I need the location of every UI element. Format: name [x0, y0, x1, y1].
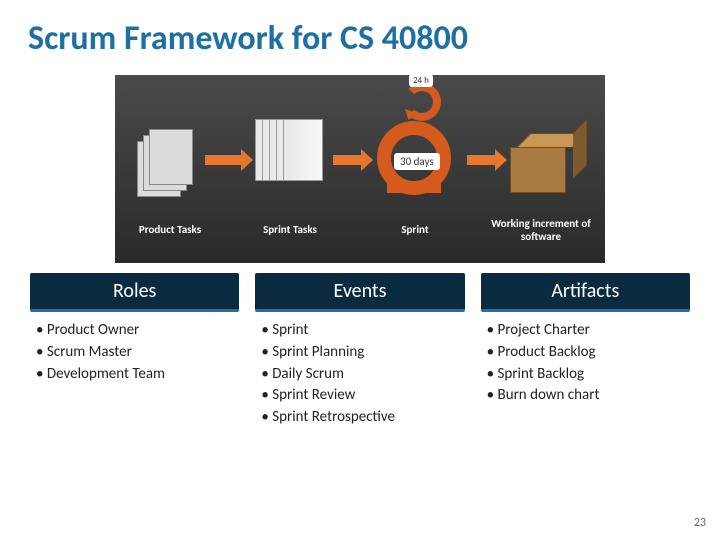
- daily-loop-icon: [403, 83, 441, 121]
- loop-30d-label: 30 days: [394, 153, 440, 170]
- list-item: Sprint Planning: [261, 342, 460, 364]
- loop-24h-label: 24 h: [409, 74, 433, 87]
- events-column: Events Sprint Sprint Planning Daily Scru…: [255, 273, 464, 429]
- column-header: Artifacts: [481, 273, 690, 312]
- column-header: Events: [255, 273, 464, 312]
- arrow-icon: [205, 155, 241, 165]
- arrow-icon: [333, 155, 361, 165]
- list-item: Product Owner: [36, 320, 235, 342]
- diagram-label: Working increment of software: [485, 217, 597, 243]
- artifacts-column: Artifacts Project Charter Product Backlo…: [481, 273, 690, 429]
- diagram-label: Sprint: [385, 223, 445, 236]
- list-item: Development Team: [36, 364, 235, 386]
- list-item: Scrum Master: [36, 342, 235, 364]
- list-item: Burn down chart: [487, 385, 686, 407]
- column-header: Roles: [30, 273, 239, 312]
- columns-container: Roles Product Owner Scrum Master Develop…: [0, 263, 720, 429]
- increment-box-icon: [510, 133, 573, 193]
- list-item: Sprint Review: [261, 385, 460, 407]
- events-list: Sprint Sprint Planning Daily Scrum Sprin…: [255, 312, 464, 429]
- list-item: Sprint Retrospective: [261, 407, 460, 429]
- page-number: 23: [694, 516, 706, 530]
- list-item: Daily Scrum: [261, 364, 460, 386]
- list-item: Sprint Backlog: [487, 364, 686, 386]
- roles-list: Product Owner Scrum Master Development T…: [30, 312, 239, 385]
- list-item: Project Charter: [487, 320, 686, 342]
- arrow-icon: [467, 155, 495, 165]
- scrum-diagram: 24 h 30 days Product Tasks Sprint Tasks …: [115, 75, 605, 263]
- artifacts-list: Project Charter Product Backlog Sprint B…: [481, 312, 690, 407]
- diagram-label: Sprint Tasks: [247, 223, 333, 236]
- slide-title: Scrum Framework for CS 40800: [0, 0, 720, 65]
- diagram-label: Product Tasks: [127, 223, 213, 236]
- roles-column: Roles Product Owner Scrum Master Develop…: [30, 273, 239, 429]
- list-item: Product Backlog: [487, 342, 686, 364]
- list-item: Sprint: [261, 320, 460, 342]
